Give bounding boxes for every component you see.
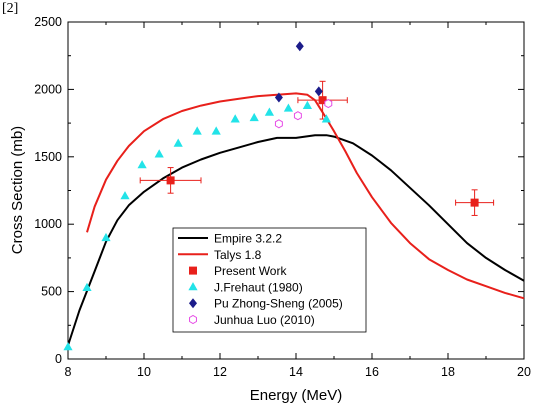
legend-label: J.Frehaut (1980)	[214, 280, 303, 294]
series-3-point	[321, 114, 331, 123]
x-axis-label: Energy (MeV)	[250, 387, 343, 403]
x-tick-label: 8	[65, 365, 72, 379]
series-4-point	[274, 92, 283, 103]
series-3-point	[302, 100, 312, 109]
series-5-point	[293, 111, 302, 121]
series-3-point	[137, 160, 147, 169]
series-3-point	[173, 138, 183, 147]
legend: Empire 3.2.2 Talys 1.8 Present Work J.Freha…	[172, 227, 367, 333]
series-4-point	[314, 86, 323, 97]
series-1-line	[86, 92, 525, 300]
y-tick-label: 1000	[34, 217, 62, 231]
legend-label: Junhua Luo (2010)	[214, 313, 315, 327]
x-tick-label: 20	[517, 365, 531, 379]
legend-marker	[189, 298, 197, 309]
series-3-point	[230, 114, 240, 123]
series-5-point	[324, 98, 333, 109]
x-tick-label: 14	[289, 365, 303, 379]
series-3-point	[249, 112, 259, 122]
series-2-point	[318, 96, 327, 105]
series-2-point	[166, 176, 175, 185]
y-tick-label: 500	[41, 285, 62, 299]
legend-label: Talys 1.8	[214, 248, 262, 262]
y-axis-label: Cross Section (mb)	[9, 126, 26, 254]
series-3-point	[154, 149, 164, 158]
series-3-point	[120, 191, 130, 200]
y-tick-label: 1500	[34, 150, 62, 164]
series-3-point	[101, 232, 111, 242]
x-tick-label: 12	[213, 365, 227, 379]
series-5-point	[274, 119, 283, 129]
series-2-point	[470, 198, 479, 207]
series-4-point	[295, 41, 304, 52]
x-tick-label: 18	[441, 365, 455, 379]
series-3-point	[211, 126, 221, 135]
legend-label: Present Work	[214, 264, 287, 278]
x-axis: 8 10 12 14 16 18 20	[65, 22, 531, 379]
series-3-point	[264, 107, 274, 116]
series-lines	[67, 92, 525, 346]
series-0-line	[67, 134, 525, 346]
legend-box	[172, 227, 367, 333]
y-tick-label: 2500	[34, 15, 62, 29]
series-3-point	[283, 103, 293, 112]
series-3-point	[192, 126, 202, 135]
series-3-point	[82, 282, 92, 291]
legend-marker	[189, 266, 197, 275]
legend-label: Pu Zhong-Sheng (2005)	[214, 297, 343, 311]
x-tick-label: 16	[365, 365, 379, 379]
header-fragment: [2]	[2, 1, 18, 16]
y-tick-label: 0	[55, 352, 62, 366]
legend-label: Empire 3.2.2	[214, 232, 282, 246]
legend-marker	[188, 282, 198, 291]
y-tick-label: 2000	[34, 82, 62, 96]
y-axis: 0 500 1000 1500 2000 2500	[34, 15, 524, 366]
x-tick-label: 10	[137, 365, 151, 379]
legend-marker	[189, 314, 197, 325]
series-3-point	[63, 342, 73, 351]
series-markers	[63, 41, 495, 351]
